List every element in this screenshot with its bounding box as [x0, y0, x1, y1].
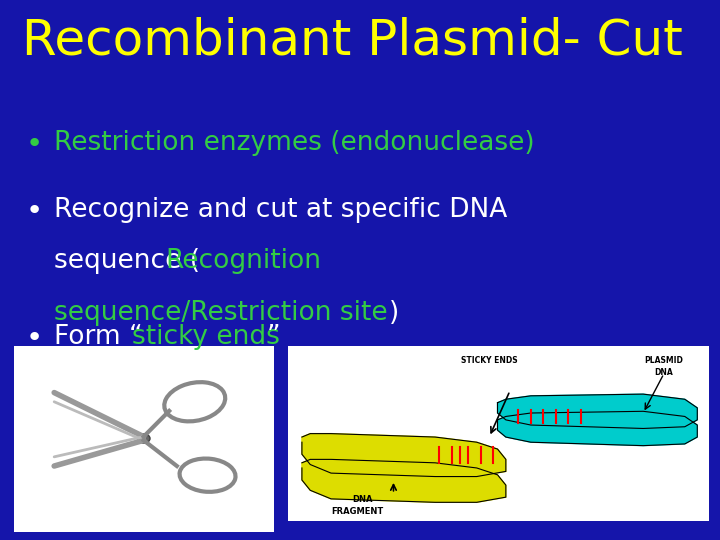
Text: ”: ” [266, 324, 280, 350]
Text: Recognize and cut at specific DNA: Recognize and cut at specific DNA [54, 197, 508, 223]
Text: DNA: DNA [654, 368, 673, 377]
Polygon shape [302, 434, 506, 477]
Text: sequence (: sequence ( [54, 248, 200, 274]
Text: sequence/Restriction site: sequence/Restriction site [54, 300, 387, 326]
FancyBboxPatch shape [14, 346, 274, 532]
Ellipse shape [138, 434, 150, 443]
Text: DNA: DNA [352, 495, 372, 504]
Polygon shape [302, 460, 506, 502]
Text: PLASMID: PLASMID [644, 356, 683, 366]
Text: •: • [25, 130, 42, 158]
FancyBboxPatch shape [288, 346, 709, 521]
Text: Form “: Form “ [54, 324, 143, 350]
Text: •: • [25, 197, 42, 225]
Text: sticky ends: sticky ends [132, 324, 279, 350]
Text: ): ) [389, 300, 399, 326]
Polygon shape [498, 411, 697, 446]
Text: Recombinant Plasmid- Cut: Recombinant Plasmid- Cut [22, 16, 683, 64]
Text: STICKY ENDS: STICKY ENDS [461, 356, 518, 366]
Text: Restriction enzymes (endonuclease): Restriction enzymes (endonuclease) [54, 130, 535, 156]
Polygon shape [498, 394, 697, 428]
Text: FRAGMENT: FRAGMENT [331, 508, 383, 516]
Ellipse shape [194, 467, 222, 483]
Text: Recognition: Recognition [166, 248, 322, 274]
Text: •: • [25, 324, 42, 352]
Ellipse shape [179, 392, 210, 411]
